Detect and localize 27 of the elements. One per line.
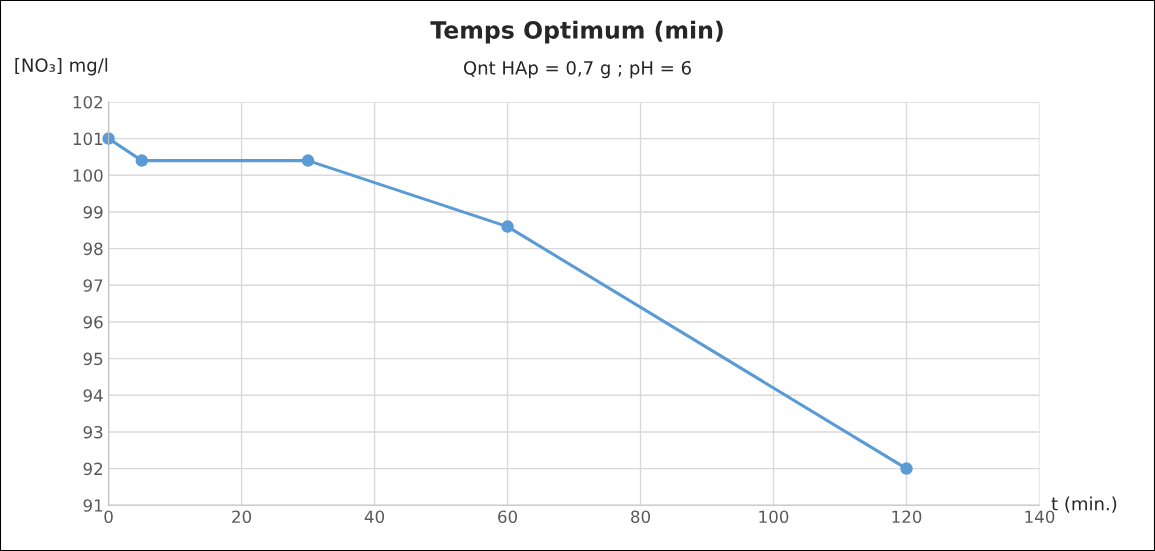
y-axis-title: [NO₃] mg/l (15, 57, 108, 76)
y-tick-label: 91 (83, 499, 103, 512)
y-tick-label: 93 (83, 425, 103, 439)
x-tick-label: 0 (104, 510, 113, 524)
y-tick-label: 101 (73, 132, 103, 146)
x-tick-label: 80 (631, 510, 651, 524)
x-tick-label: 20 (232, 510, 252, 524)
y-tick-label: 99 (83, 205, 103, 219)
y-tick-label: 92 (83, 462, 103, 476)
point (301, 154, 315, 167)
y-tick-label: 96 (83, 315, 103, 329)
point (501, 220, 514, 233)
y-tick-label: 100 (73, 169, 103, 182)
x-tick-label: 100 (759, 510, 789, 524)
y-tick-label: 97 (83, 279, 103, 292)
y-tick-label: 102 (73, 95, 103, 109)
y-tick-label: 98 (83, 242, 103, 256)
chart-title: Temps Optimum (min) (430, 20, 723, 44)
y-tick-label: 94 (83, 389, 103, 402)
x-tick-label: 60 (498, 510, 518, 524)
point (900, 462, 913, 475)
x-tick-label: 40 (364, 510, 385, 524)
x-tick-label: 140 (1025, 510, 1055, 524)
x-tick-label: 120 (892, 510, 922, 524)
y-tick-label: 95 (83, 352, 103, 366)
point (135, 154, 149, 167)
chart-subtitle: Qnt HAp = 0,7 g ; pH = 6 (463, 60, 691, 79)
